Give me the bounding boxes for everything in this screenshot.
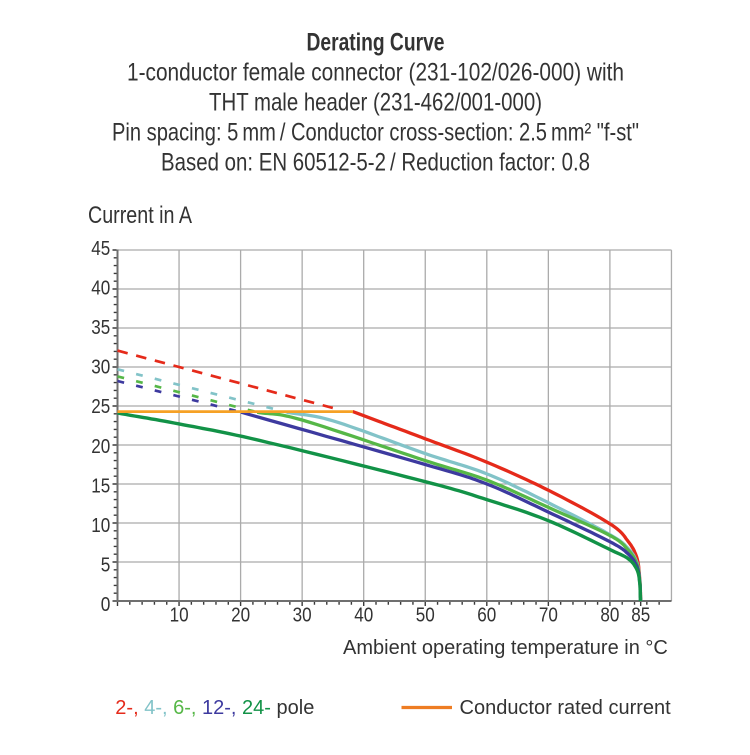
svg-text:40: 40	[91, 277, 110, 299]
svg-text:1-conductor female connector (: 1-conductor female connector (231-102/02…	[127, 59, 624, 87]
svg-text:30: 30	[91, 357, 110, 379]
svg-text:2-, 4-, 6-, 12-, 24- pole: 2-, 4-, 6-, 12-, 24- pole	[115, 697, 314, 719]
svg-text:25: 25	[91, 396, 110, 418]
svg-text:20: 20	[231, 605, 250, 627]
svg-text:Derating Curve: Derating Curve	[307, 29, 445, 57]
svg-text:Based on: EN 60512-5-2 / Reduc: Based on: EN 60512-5-2 / Reduction facto…	[161, 149, 590, 177]
svg-text:85: 85	[631, 605, 650, 627]
svg-text:35: 35	[91, 317, 110, 339]
svg-text:Current in A: Current in A	[88, 202, 192, 229]
svg-text:70: 70	[539, 605, 558, 627]
svg-text:Pin spacing: 5 mm / Conductor: Pin spacing: 5 mm / Conductor cross-sect…	[112, 119, 639, 147]
svg-text:Conductor rated current: Conductor rated current	[460, 697, 672, 719]
svg-text:5: 5	[101, 555, 111, 577]
svg-text:20: 20	[91, 436, 110, 458]
svg-text:60: 60	[477, 605, 496, 627]
svg-text:30: 30	[293, 605, 312, 627]
svg-text:Ambient operating temperature: Ambient operating temperature in °C	[343, 637, 668, 659]
svg-text:15: 15	[91, 475, 110, 497]
svg-text:10: 10	[91, 515, 110, 537]
svg-text:50: 50	[416, 605, 435, 627]
svg-text:10: 10	[170, 605, 189, 627]
svg-text:45: 45	[91, 238, 110, 260]
svg-text:THT male header (231-462/001-0: THT male header (231-462/001-000)	[209, 89, 542, 117]
svg-text:40: 40	[354, 605, 373, 627]
svg-text:0: 0	[101, 594, 111, 616]
svg-text:80: 80	[600, 605, 619, 627]
